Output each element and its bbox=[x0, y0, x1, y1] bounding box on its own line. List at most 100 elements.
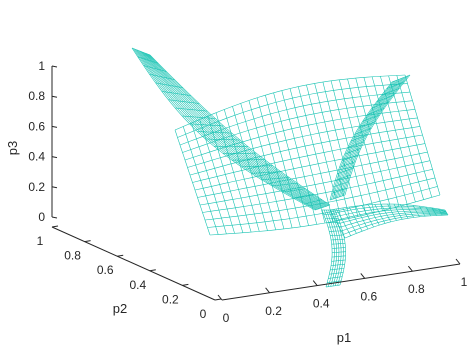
z-tick-mark bbox=[51, 156, 58, 159]
x-axis-line bbox=[221, 263, 461, 301]
x-tick-mark bbox=[455, 258, 461, 265]
z-tick-label: 1 bbox=[38, 59, 45, 73]
mesh-line bbox=[143, 65, 167, 72]
mesh-line bbox=[168, 99, 200, 104]
z-tick-label: 0.6 bbox=[28, 119, 45, 133]
mesh-line bbox=[205, 138, 240, 141]
mesh-line bbox=[149, 54, 331, 206]
z-tick-label: 0.8 bbox=[28, 89, 45, 103]
mesh-line bbox=[340, 76, 405, 197]
y-tick-mark bbox=[51, 225, 59, 228]
mesh-line bbox=[327, 280, 342, 283]
z-tick-label: 0 bbox=[38, 210, 45, 224]
mesh-line bbox=[328, 276, 343, 279]
mesh-line bbox=[344, 214, 449, 239]
mesh-line bbox=[358, 121, 376, 129]
z-tick-label: 0.4 bbox=[28, 150, 45, 164]
surface-left-curl bbox=[131, 47, 331, 211]
x-tick-mark bbox=[312, 280, 318, 286]
mesh-line bbox=[174, 74, 406, 131]
mesh-line bbox=[333, 207, 446, 218]
y-tick-mark bbox=[214, 298, 222, 301]
mesh-line bbox=[329, 203, 446, 211]
mesh-line bbox=[386, 81, 405, 89]
mesh-line bbox=[282, 188, 306, 193]
mesh-line bbox=[354, 128, 372, 135]
mesh-line bbox=[149, 73, 175, 80]
y-tick-mark bbox=[182, 283, 189, 286]
mesh-line bbox=[332, 247, 346, 249]
x-tick-mark bbox=[265, 287, 270, 294]
z-axis-ticks: 0 0.2 0.4 0.6 0.8 1 bbox=[28, 59, 58, 224]
mesh-line bbox=[204, 177, 436, 221]
mesh-line bbox=[189, 123, 224, 127]
mesh-line bbox=[381, 88, 400, 96]
mesh-line bbox=[362, 114, 380, 122]
mesh-line bbox=[199, 160, 431, 206]
y-tick-label: 0.8 bbox=[64, 249, 81, 263]
mesh-line bbox=[131, 47, 151, 56]
mesh-line bbox=[332, 251, 346, 254]
y-tick-label: 0 bbox=[200, 307, 207, 321]
z-tick-mark bbox=[51, 216, 58, 219]
mesh-line bbox=[391, 74, 411, 83]
mesh-line bbox=[329, 230, 343, 232]
z-tick-mark bbox=[51, 186, 58, 189]
mesh-line bbox=[329, 194, 346, 201]
x-tick-label: 0.8 bbox=[408, 282, 425, 296]
mesh-line bbox=[331, 259, 346, 262]
mesh-line bbox=[192, 134, 423, 183]
mesh-line bbox=[144, 52, 326, 207]
y-axis-line bbox=[51, 226, 216, 301]
x-tick-label: 1 bbox=[461, 275, 468, 289]
mesh-line bbox=[366, 108, 385, 116]
mesh-line bbox=[343, 75, 409, 196]
mesh-line bbox=[241, 165, 273, 168]
mesh-line bbox=[137, 56, 159, 64]
x-tick-mark bbox=[217, 294, 223, 301]
mesh-line bbox=[314, 204, 331, 211]
x-tick-label: 0.2 bbox=[265, 304, 282, 318]
mesh-line bbox=[331, 243, 346, 245]
mesh-line bbox=[331, 263, 345, 266]
mesh-line bbox=[371, 101, 390, 109]
mesh-line bbox=[331, 255, 346, 258]
x-tick-mark bbox=[408, 265, 413, 272]
mesh-line bbox=[155, 82, 183, 88]
mesh-line bbox=[333, 181, 349, 188]
mesh-line bbox=[182, 115, 216, 119]
y-tick-label: 0.2 bbox=[162, 292, 179, 306]
mesh-line bbox=[232, 159, 265, 161]
surface-right-wing bbox=[329, 203, 449, 239]
mesh-line bbox=[335, 174, 351, 181]
z-axis-label: p3 bbox=[5, 141, 20, 155]
z-tick-mark bbox=[51, 65, 58, 68]
x-tick-label: 0 bbox=[223, 311, 230, 325]
y-tick-mark bbox=[149, 269, 156, 272]
mesh-line bbox=[209, 194, 441, 236]
z-tick-mark bbox=[51, 95, 58, 98]
y-tick-label: 1 bbox=[37, 234, 44, 248]
mesh-line bbox=[207, 186, 438, 228]
mesh-line bbox=[293, 193, 314, 199]
y-axis-label: p2 bbox=[113, 301, 127, 316]
x-axis-ticks: 0 0.2 0.4 0.6 0.8 1 bbox=[217, 258, 468, 325]
z-tick-label: 0.2 bbox=[28, 180, 45, 194]
mesh-line bbox=[337, 210, 447, 225]
mesh-line bbox=[261, 177, 290, 180]
mesh-line bbox=[341, 213, 448, 232]
mesh-line bbox=[197, 151, 428, 198]
y-tick-mark bbox=[117, 254, 124, 257]
mesh-line bbox=[189, 126, 421, 176]
mesh-line bbox=[271, 182, 298, 187]
mesh-line bbox=[187, 117, 418, 168]
mesh-line bbox=[202, 169, 433, 213]
surface-right-fin bbox=[329, 74, 411, 201]
mesh-line bbox=[337, 168, 354, 175]
mesh-line bbox=[325, 284, 341, 288]
mesh-line bbox=[335, 209, 447, 221]
mesh-line bbox=[376, 94, 395, 102]
y-axis-ticks: 0 0.2 0.4 0.6 0.8 1 bbox=[37, 225, 222, 321]
x-tick-mark bbox=[360, 273, 366, 279]
